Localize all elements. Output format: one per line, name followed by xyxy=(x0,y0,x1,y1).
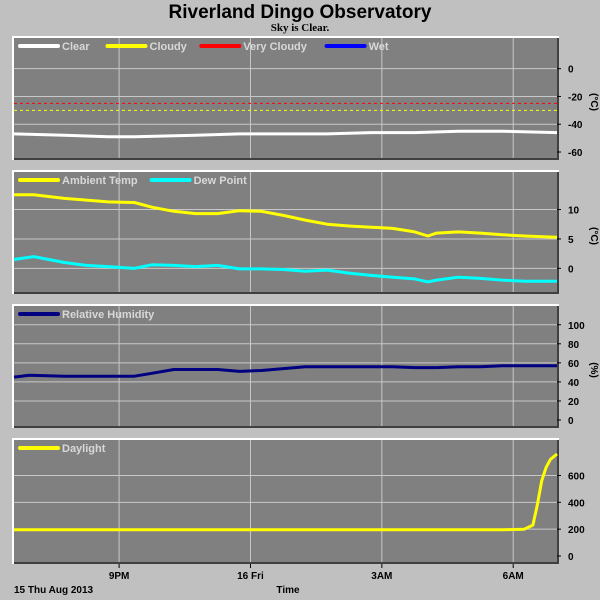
panel-background xyxy=(14,38,557,158)
y-tick-label: 80 xyxy=(568,340,580,351)
x-tick-label: 16 Fri xyxy=(237,571,264,582)
panel-background xyxy=(14,440,557,562)
legend-label: Daylight xyxy=(62,443,106,455)
chart-title: Riverland Dingo Observatory xyxy=(169,2,432,23)
panel-2: 10 5 0 (°C) Ambient Temp Dew Point xyxy=(12,170,599,294)
y-axis-unit: (%) xyxy=(588,362,599,378)
y-tick-label: 10 xyxy=(568,206,580,217)
y-tick-label: -20 xyxy=(568,92,583,103)
y-axis-unit: (°C) xyxy=(588,227,599,245)
panel-4: 600 400 200 0 Daylight xyxy=(12,438,585,564)
y-tick-label: 5 xyxy=(568,235,574,246)
y-tick-label: 0 xyxy=(568,264,574,275)
y-tick-label: 600 xyxy=(568,471,585,482)
panel-1: 0 -20 -40 -60 (°C) Clear Cloudy Very Cloudy Wet xyxy=(12,36,599,160)
y-tick-label: 40 xyxy=(568,378,580,389)
y-tick-label: 0 xyxy=(568,552,574,563)
panel-3: 100 80 60 40 20 0 (%) Relative Humidity xyxy=(12,304,599,428)
series-line xyxy=(13,255,557,284)
legend-label: Very Cloudy xyxy=(243,41,307,53)
x-tick-label: 6AM xyxy=(503,571,524,582)
panels: 0 -20 -40 -60 (°C) Clear Cloudy Very Cloudy Wet 1… xyxy=(12,36,599,564)
y-tick-label: 20 xyxy=(568,397,580,408)
y-tick-label: 0 xyxy=(568,416,574,427)
series-line xyxy=(14,193,558,239)
legend-label: Dew Point xyxy=(194,175,248,187)
y-tick-label: -60 xyxy=(568,148,583,159)
y-tick-label: -40 xyxy=(568,120,583,131)
legend-label: Wet xyxy=(369,41,389,53)
x-tick-label: 9PM xyxy=(109,571,130,582)
x-axis: 9PM 16 Fri 3AM 6AM xyxy=(109,564,524,582)
legend-label: Ambient Temp xyxy=(62,175,138,187)
sky-status: Sky is Clear. xyxy=(271,22,330,34)
y-tick-label: 400 xyxy=(568,498,585,509)
y-axis-unit: (°C) xyxy=(588,93,599,111)
y-tick-label: 100 xyxy=(568,321,585,332)
legend-label: Relative Humidity xyxy=(62,309,155,321)
y-tick-label: 0 xyxy=(568,65,574,76)
x-tick-label: 3AM xyxy=(371,571,392,582)
series-line xyxy=(14,452,558,532)
y-tick-label: 60 xyxy=(568,359,580,370)
series-line xyxy=(13,129,558,139)
x-axis-label: Time xyxy=(276,585,300,596)
legend-label: Cloudy xyxy=(150,41,188,53)
y-tick-label: 200 xyxy=(568,525,585,536)
legend-label: Clear xyxy=(62,41,90,53)
series-line xyxy=(13,364,557,379)
date-label: 15 Thu Aug 2013 xyxy=(14,585,94,596)
